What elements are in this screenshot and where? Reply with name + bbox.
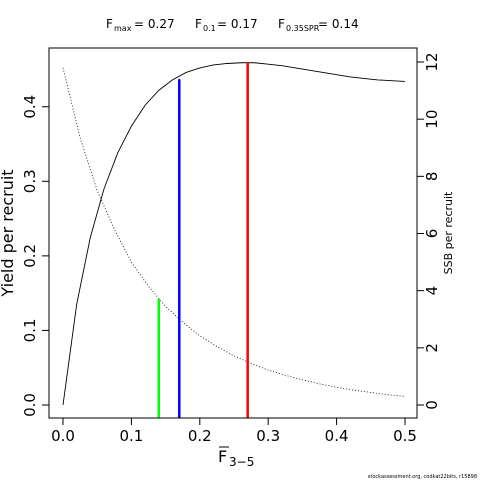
x-axis-title-sub: 3−5 bbox=[229, 455, 254, 469]
x-axis: 0.0 0.1 0.2 0.3 0.4 0.5 bbox=[51, 417, 417, 445]
x-axis-title: F 3−5 bbox=[218, 446, 254, 469]
header-fspr-sub: 0.35SPR bbox=[286, 24, 320, 33]
y-right-tick-label: 12 bbox=[423, 52, 441, 71]
footer-credit: stockassessment.org, codkat22bits, r1589… bbox=[368, 474, 477, 480]
y-left-tick-label: 0.1 bbox=[21, 319, 39, 343]
plot-frame bbox=[48, 47, 418, 419]
x-tick-label: 0.0 bbox=[51, 427, 75, 445]
y-left-tick-label: 0.4 bbox=[21, 95, 39, 119]
y-right-tick-label: 4 bbox=[423, 286, 441, 296]
curves bbox=[62, 62, 406, 406]
x-axis-title-main: F bbox=[218, 447, 227, 466]
ssb-per-recruit-curve bbox=[62, 67, 406, 397]
header-f01-value: = 0.17 bbox=[217, 17, 258, 31]
header-fmax-sub: max bbox=[114, 24, 132, 33]
y-left-tick-label: 0.2 bbox=[21, 244, 39, 268]
y-right-axis: 0 2 4 6 8 10 12 bbox=[417, 52, 441, 410]
x-tick-label: 0.5 bbox=[393, 427, 417, 445]
yield-per-recruit-curve bbox=[62, 62, 406, 406]
y-right-tick-label: 10 bbox=[423, 110, 441, 129]
header-f01-label: F bbox=[195, 17, 202, 31]
y-right-tick-label: 0 bbox=[423, 400, 441, 410]
y-right-tick-label: 2 bbox=[423, 343, 441, 353]
x-tick-label: 0.4 bbox=[325, 427, 349, 445]
y-right-tick-label: 8 bbox=[423, 172, 441, 182]
x-tick-label: 0.3 bbox=[256, 427, 280, 445]
reference-lines bbox=[157, 62, 249, 418]
y-left-tick-label: 0.3 bbox=[21, 169, 39, 193]
y-left-tick-label: 0.0 bbox=[21, 393, 39, 417]
x-tick-label: 0.1 bbox=[119, 427, 143, 445]
y-left-axis: 0.0 0.1 0.2 0.3 0.4 bbox=[21, 95, 49, 417]
header-fspr-label: F bbox=[278, 17, 285, 31]
header-fmax-label: F bbox=[106, 17, 113, 31]
header: F max = 0.27 F 0.1 = 0.17 F 0.35SPR = 0.… bbox=[106, 17, 359, 33]
y-left-axis-title: Yield per recruit bbox=[0, 169, 17, 297]
header-fspr-value: = 0.14 bbox=[318, 17, 359, 31]
y-right-tick-label: 6 bbox=[423, 229, 441, 239]
header-f01-sub: 0.1 bbox=[203, 24, 216, 33]
y-right-axis-title: SSB per recruit bbox=[442, 191, 455, 274]
header-fmax-value: = 0.27 bbox=[134, 17, 175, 31]
x-tick-label: 0.2 bbox=[188, 427, 212, 445]
